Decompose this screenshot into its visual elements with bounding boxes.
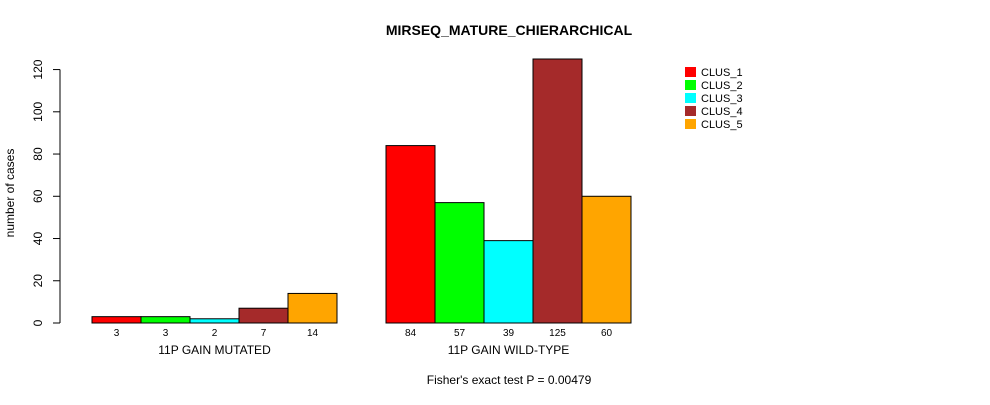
bar-clus-2-group-2 [434,202,485,324]
bar-clus-5-group-1 [287,292,338,324]
legend-swatch [685,93,696,103]
legend-label: CLUS_5 [701,119,743,131]
bar-clus-2-group-1 [140,316,191,324]
y-tick-label: 40 [31,232,45,246]
y-axis-label: number of cases [3,149,17,238]
group-labels-layer: 11P GAIN MUTATED 11P GAIN WILD-TYPE [158,343,569,357]
group-label: 11P GAIN WILD-TYPE [448,343,570,357]
bar-value-label: 39 [503,328,515,339]
legend-label: CLUS_2 [701,80,743,92]
y-axis: 0 20 40 60 80 100 120 [31,59,61,326]
legend-swatch [685,106,696,116]
value-labels-layer: 3 3 2 7 14 84 57 39 125 60 [114,328,613,339]
bars-layer [91,58,632,324]
legend-label: CLUS_1 [701,67,743,79]
bar-value-label: 125 [549,328,566,339]
legend-label: CLUS_3 [701,93,743,105]
bar-value-label: 3 [114,328,120,339]
bar-value-label: 14 [307,328,319,339]
y-tick-label: 0 [31,319,45,326]
legend-swatch [685,80,696,90]
legend-swatch [685,119,696,129]
bar-clus-5-group-2 [581,195,632,324]
y-tick-label: 20 [31,274,45,288]
y-tick-label: 60 [31,189,45,203]
bar-clus-1-group-1 [91,316,142,324]
fisher-test-footnote: Fisher's exact test P = 0.00479 [427,373,592,387]
bar-value-label: 2 [212,328,218,339]
bar-value-label: 60 [601,328,613,339]
bar-clus-1-group-2 [385,145,436,324]
chart-title: MIRSEQ_MATURE_CHIERARCHICAL [386,22,633,38]
bar-value-label: 84 [405,328,417,339]
legend-swatch [685,67,696,77]
y-tick-label: 120 [31,59,45,79]
bar-value-label: 7 [261,328,267,339]
bar-value-label: 57 [454,328,466,339]
bar-clus-4-group-1 [238,307,289,324]
group-label: 11P GAIN MUTATED [158,343,271,357]
bar-value-label: 3 [163,328,169,339]
bar-clus-4-group-2 [532,58,583,324]
y-tick-label: 80 [31,147,45,161]
legend-label: CLUS_4 [701,106,743,118]
bar-clus-3-group-2 [483,240,534,324]
bar-clus-3-group-1 [189,318,240,324]
y-tick-label: 100 [31,101,45,121]
